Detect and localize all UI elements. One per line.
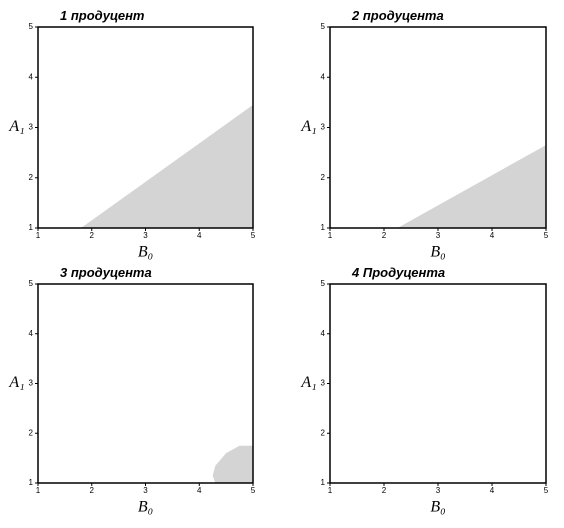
chart-title: 2 продуцента bbox=[351, 8, 444, 23]
x-tick-label: 5 bbox=[251, 231, 256, 240]
x-tick-label: 5 bbox=[251, 486, 256, 495]
x-axis-label: B₀ bbox=[138, 499, 153, 516]
x-tick-label: 2 bbox=[382, 486, 387, 495]
x-tick-label: 3 bbox=[436, 231, 441, 240]
x-axis-label: B₀ bbox=[430, 244, 445, 261]
y-tick-label: 2 bbox=[29, 428, 34, 437]
y-axis-label: A₁ bbox=[300, 374, 316, 391]
x-tick-label: 4 bbox=[490, 231, 495, 240]
x-tick-label: 4 bbox=[197, 486, 202, 495]
y-tick-label: 4 bbox=[321, 329, 326, 338]
y-tick-label: 5 bbox=[321, 279, 326, 288]
x-tick-label: 1 bbox=[36, 231, 41, 240]
chart-title: 3 продуцента bbox=[60, 265, 152, 280]
region bbox=[212, 445, 253, 483]
x-axis-label: B₀ bbox=[138, 244, 153, 261]
plot-frame bbox=[37, 283, 254, 484]
y-axis-label: A₁ bbox=[8, 374, 24, 391]
x-tick-label: 1 bbox=[328, 486, 333, 495]
y-tick-label: 1 bbox=[321, 478, 326, 487]
y-axis-label: A₁ bbox=[8, 118, 24, 135]
x-tick-label: 3 bbox=[143, 231, 148, 240]
y-tick-label: 4 bbox=[29, 72, 34, 81]
x-tick-label: 3 bbox=[436, 486, 441, 495]
x-tick-label: 2 bbox=[382, 231, 387, 240]
x-tick-label: 1 bbox=[328, 231, 333, 240]
region bbox=[397, 145, 546, 228]
y-tick-label: 1 bbox=[29, 478, 34, 487]
plot-frame bbox=[329, 283, 547, 484]
x-tick-label: 4 bbox=[197, 231, 202, 240]
y-tick-label: 3 bbox=[29, 123, 34, 132]
y-tick-label: 3 bbox=[321, 379, 326, 388]
region bbox=[81, 104, 253, 228]
x-tick-label: 2 bbox=[90, 486, 95, 495]
chart-title: 1 продуцент bbox=[60, 8, 145, 23]
x-tick-label: 5 bbox=[544, 231, 549, 240]
x-tick-label: 4 bbox=[490, 486, 495, 495]
chart-title: 4 Продуцента bbox=[351, 265, 445, 280]
y-tick-label: 3 bbox=[29, 379, 34, 388]
y-tick-label: 2 bbox=[321, 173, 326, 182]
y-tick-label: 3 bbox=[321, 123, 326, 132]
x-tick-label: 1 bbox=[36, 486, 41, 495]
x-axis-label: B₀ bbox=[430, 499, 445, 516]
y-tick-label: 1 bbox=[321, 223, 326, 232]
y-tick-label: 1 bbox=[29, 223, 34, 232]
y-tick-label: 2 bbox=[321, 428, 326, 437]
x-tick-label: 3 bbox=[143, 486, 148, 495]
y-tick-label: 4 bbox=[29, 329, 34, 338]
y-tick-label: 5 bbox=[29, 279, 34, 288]
y-axis-label: A₁ bbox=[300, 118, 316, 135]
y-tick-label: 5 bbox=[29, 22, 34, 31]
x-tick-label: 2 bbox=[90, 231, 95, 240]
x-tick-label: 5 bbox=[544, 486, 549, 495]
y-tick-label: 4 bbox=[321, 72, 326, 81]
y-tick-label: 2 bbox=[29, 173, 34, 182]
y-tick-label: 5 bbox=[321, 22, 326, 31]
